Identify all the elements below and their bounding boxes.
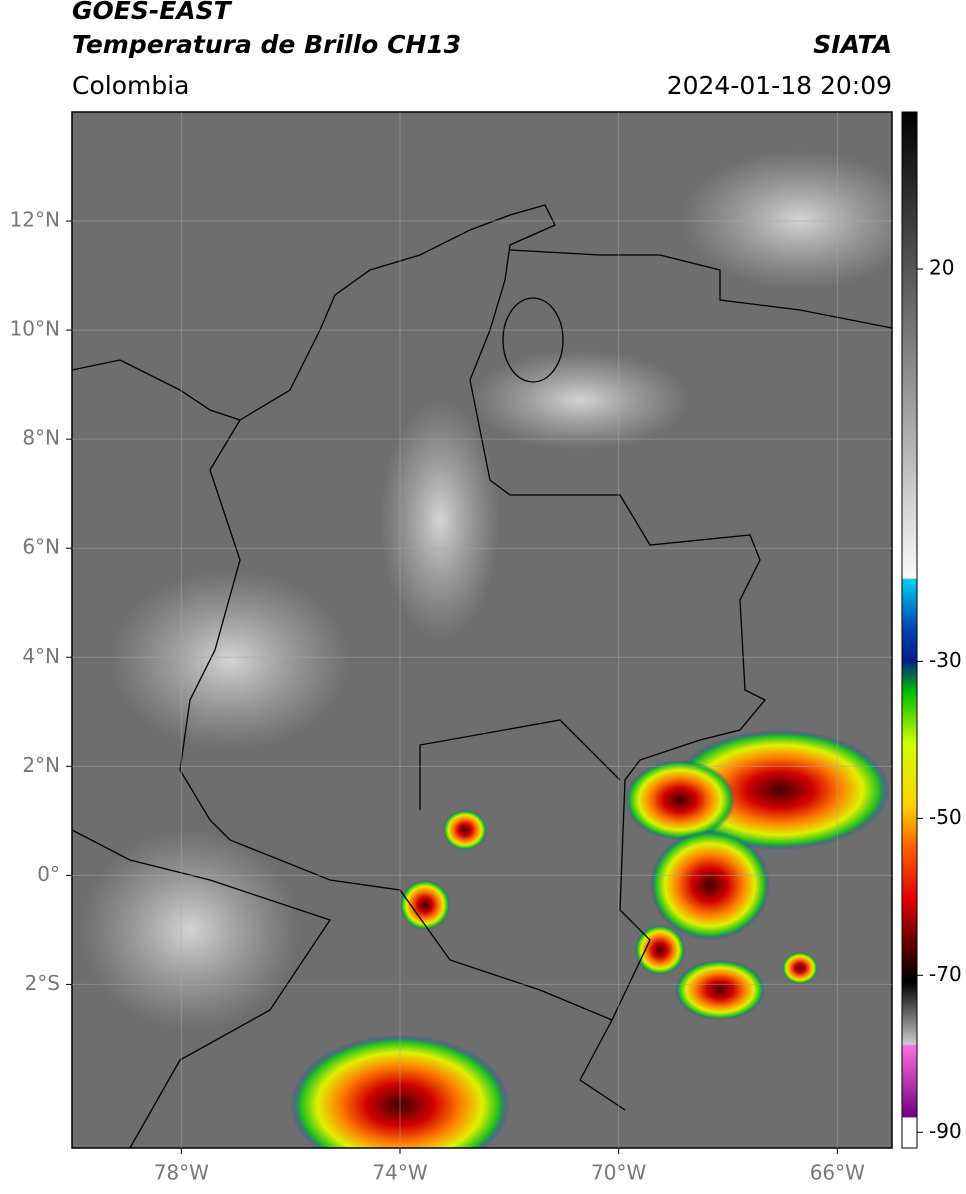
title: GOES-EAST [72,0,233,25]
storm-cell [625,760,735,840]
ecuador-peru-coast [72,829,332,1148]
colorbar-tick-label: -50 [929,805,962,829]
cloud [380,400,500,640]
y-tick-label: 12°N [10,208,60,232]
storm-cell [400,880,450,930]
map-frame [71,111,893,1149]
y-tick-label: 2°N [22,753,60,777]
colorbar-tick-label: -90 [929,1119,962,1143]
subtitle: Temperatura de Brillo CH13 [72,30,461,59]
colorbar-tick-label: 20 [929,255,954,279]
y-tick-label: 2°S [25,971,60,995]
cloud [680,150,892,290]
datetime: 2024-01-18 20:09 [667,71,892,100]
x-tick-label: 78°W [154,1161,209,1185]
colombia-border [179,204,767,1021]
borders [72,204,892,1148]
y-tick-label: 8°N [22,426,60,450]
colorbar-tick-label: -30 [929,648,962,672]
map-image [72,112,892,1148]
region: Colombia [72,71,189,100]
cloud [470,350,690,450]
x-tick-label: 74°W [372,1161,427,1185]
venezuela-coast [509,249,892,329]
source: SIATA [813,30,892,59]
cloud [80,830,300,1030]
storm-cell [443,810,487,850]
storm-cell [782,952,818,984]
y-tick-label: 10°N [10,317,60,341]
x-tick-label: 70°W [591,1161,646,1185]
internal-borders [419,719,626,1111]
y-tick-label: 4°N [22,644,60,668]
storm-cell [650,830,770,940]
y-tick-label: 0° [37,862,60,886]
storm-cell [675,960,765,1020]
panama-coast [72,359,241,421]
colorbar-tick-label: -70 [929,962,962,986]
cloud [110,570,350,750]
y-tick-label: 6°N [22,535,60,559]
colorbar [901,111,918,1149]
lake-maracaibo [502,297,564,383]
x-tick-label: 66°W [810,1161,865,1185]
